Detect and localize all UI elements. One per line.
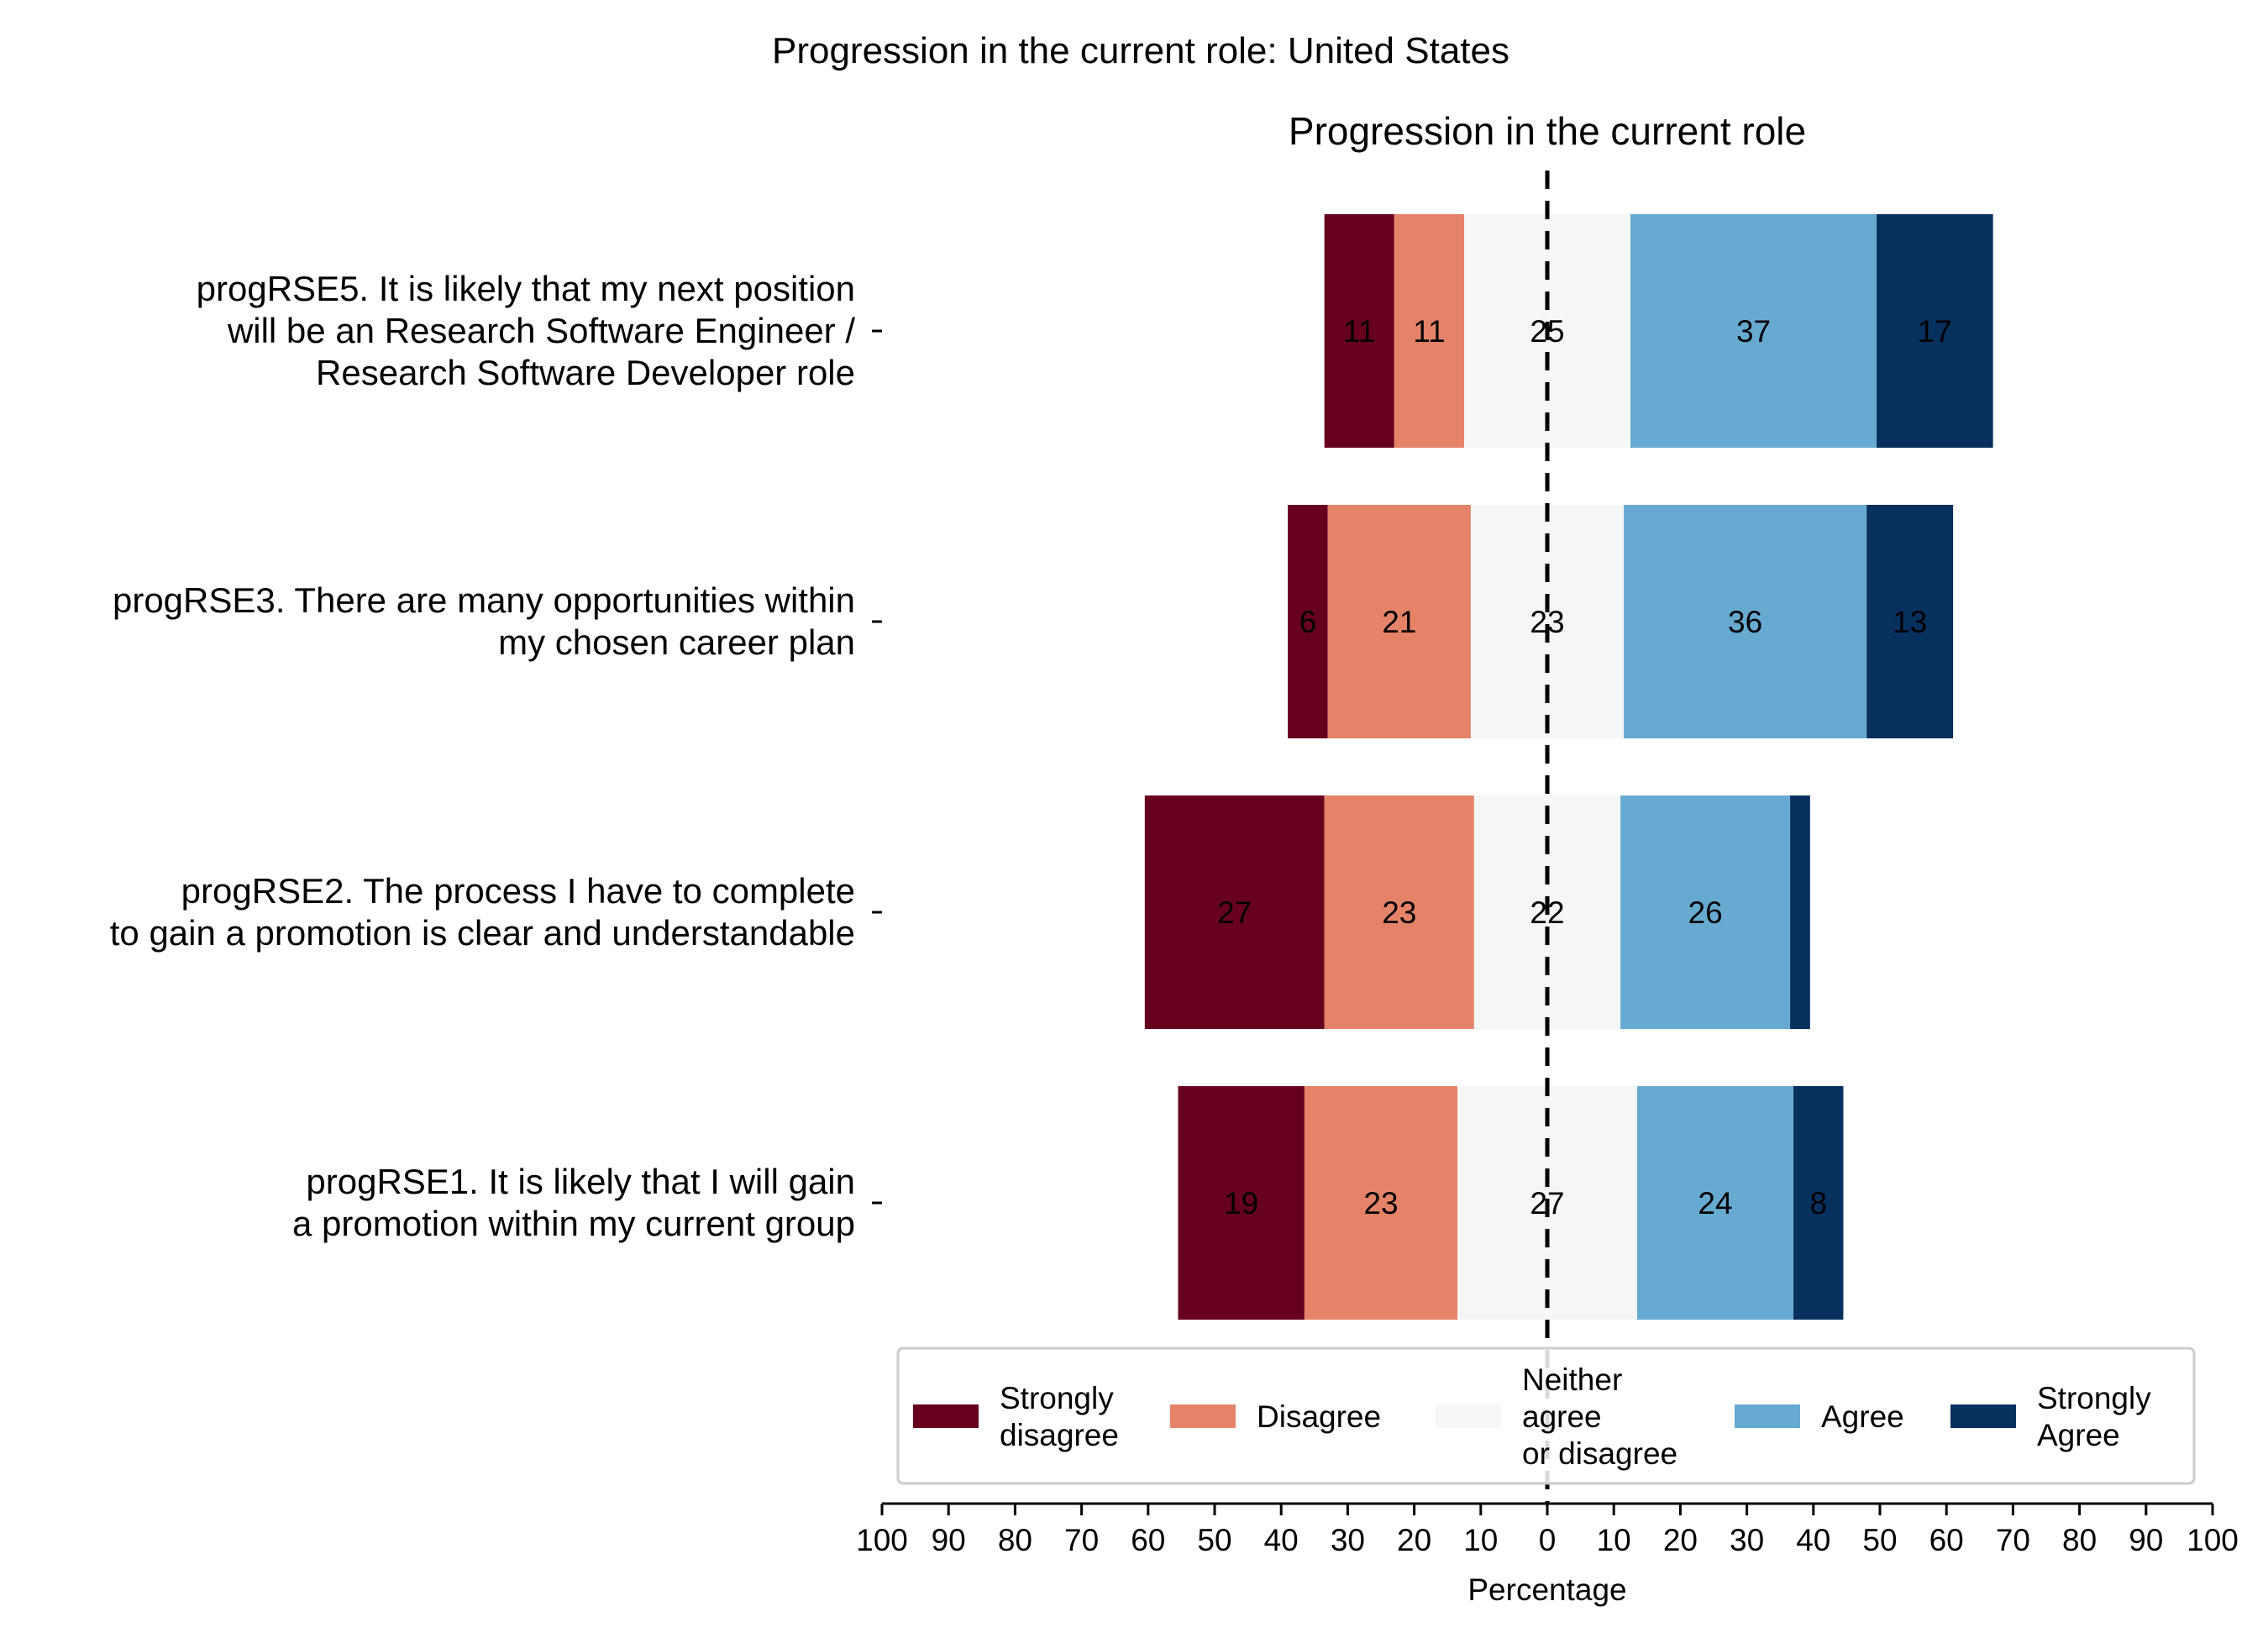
legend-label-line: Agree <box>1821 1399 1904 1434</box>
x-tick-label: 100 <box>856 1523 908 1557</box>
bar-segment <box>1877 214 1993 448</box>
question-label-line: to gain a promotion is clear and underst… <box>110 913 855 953</box>
bar-value-label: 23 <box>1382 895 1416 930</box>
bar-value-label: 13 <box>1893 605 1927 639</box>
x-tick-label: 80 <box>2062 1523 2097 1557</box>
bar-value-label: 23 <box>1363 1186 1398 1221</box>
x-tick-label: 40 <box>1796 1523 1830 1557</box>
legend-frame <box>896 1347 2196 1485</box>
question-label-line: will be an Research Software Engineer / <box>227 311 855 350</box>
x-tick-label: 70 <box>1064 1523 1099 1557</box>
question-label-line: progRSE3. There are many opportunities w… <box>113 580 855 620</box>
bar-segment <box>1630 214 1877 448</box>
question-label-line: progRSE5. It is likely that my next posi… <box>197 269 855 308</box>
x-tick-label: 10 <box>1463 1523 1498 1557</box>
question-label-line: Research Software Developer role <box>316 353 855 392</box>
bar-value-label: 27 <box>1217 895 1252 930</box>
question-label-line: progRSE1. It is likely that I will gain <box>306 1162 855 1201</box>
x-axis-label: Percentage <box>1467 1572 1626 1607</box>
bar-segment <box>1324 214 1394 448</box>
bar-segment <box>1324 795 1474 1029</box>
x-tick-label: 80 <box>998 1523 1032 1557</box>
bar-segment <box>1144 795 1325 1029</box>
legend-swatch <box>913 1404 979 1428</box>
question-labels: progRSE5. It is likely that my next posi… <box>110 269 882 1243</box>
legend-swatch <box>1170 1404 1236 1428</box>
bar-value-label: 36 <box>1728 605 1762 639</box>
x-tick-label: 0 <box>1539 1523 1557 1557</box>
question-label-line: my chosen career plan <box>498 622 855 662</box>
bar-segment <box>1394 214 1464 448</box>
question-label-line: progRSE2. The process I have to complete <box>181 871 855 911</box>
x-tick-label: 50 <box>1197 1523 1231 1557</box>
bar-value-label: 11 <box>1343 314 1375 349</box>
bar-segment <box>1793 1086 1844 1320</box>
bar-value-label: 17 <box>1918 314 1952 349</box>
bar-segment <box>1624 505 1867 738</box>
legend-swatch <box>1950 1404 2016 1428</box>
legend-label-line: Strongly <box>1000 1381 1114 1415</box>
bar-value-label: 24 <box>1698 1186 1732 1221</box>
bar-segment <box>1636 1086 1794 1320</box>
chart-title: Progression in the current role <box>1289 109 1806 153</box>
bar-segment <box>1178 1086 1305 1320</box>
bar-segment <box>1866 505 1954 738</box>
x-tick-label: 60 <box>1929 1523 1964 1557</box>
x-tick-label: 30 <box>1730 1523 1764 1557</box>
legend-swatch <box>1735 1404 1800 1428</box>
bar-value-label: 8 <box>1809 1186 1827 1221</box>
bar-value-label: 26 <box>1688 895 1723 930</box>
x-tick-label: 100 <box>2187 1523 2239 1557</box>
legend-label-line: Disagree <box>1257 1399 1381 1434</box>
legend-label-line: or disagree <box>1522 1436 1677 1471</box>
bar-value-label: 19 <box>1224 1186 1258 1221</box>
x-tick-label: 60 <box>1131 1523 1165 1557</box>
question-label-line: a promotion within my current group <box>292 1204 855 1243</box>
x-axis: 100 90 80 70 60 50 40 30 20 10 0 10 20 30 40 50 60 70 80 90… <box>856 1502 2239 1557</box>
bar-segment <box>1620 795 1791 1029</box>
x-tick-label: 70 <box>1996 1523 2030 1557</box>
x-tick-label: 10 <box>1597 1523 1631 1557</box>
x-tick-label: 40 <box>1264 1523 1299 1557</box>
legend-swatch <box>1436 1404 1501 1428</box>
bar-value-label: 37 <box>1736 314 1771 349</box>
bar-segment <box>1288 505 1328 738</box>
bar-value-label: 11 <box>1413 314 1445 349</box>
legend-label-line: Agree <box>2037 1418 2120 1452</box>
bar-value-label: 6 <box>1299 605 1317 639</box>
bar-segment <box>1304 1086 1458 1320</box>
x-tick-label: 30 <box>1331 1523 1365 1557</box>
legend-label-line: agree <box>1522 1399 1602 1434</box>
bar-segment <box>1790 795 1810 1029</box>
legend-label-line: Strongly <box>2037 1381 2151 1415</box>
legend-label-line: Neither <box>1522 1362 1622 1397</box>
figure-suptitle: Progression in the current role: United … <box>772 30 1509 71</box>
x-tick-label: 20 <box>1663 1523 1698 1557</box>
x-tick-label: 50 <box>1862 1523 1897 1557</box>
x-tick-label: 90 <box>932 1523 966 1557</box>
x-tick-label: 90 <box>2129 1523 2163 1557</box>
x-tick-label: 20 <box>1397 1523 1431 1557</box>
bar-value-label: 21 <box>1382 605 1416 639</box>
legend-label-line: disagree <box>1000 1418 1119 1452</box>
bar-segment <box>1327 505 1471 738</box>
